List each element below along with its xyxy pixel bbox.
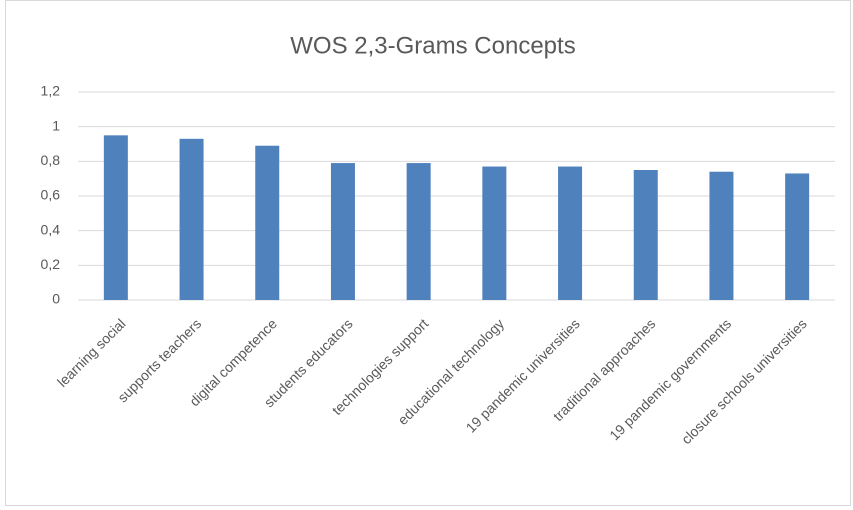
y-tick-label: 0,8 xyxy=(41,152,61,168)
bar xyxy=(179,138,204,300)
bar xyxy=(558,166,583,300)
chart-title: WOS 2,3-Grams Concepts xyxy=(290,32,575,59)
bar xyxy=(709,171,734,300)
bar xyxy=(785,173,810,300)
bar xyxy=(103,135,128,300)
y-tick-label: 0 xyxy=(52,291,60,307)
y-tick-label: 0,6 xyxy=(41,187,61,203)
bar xyxy=(330,163,355,300)
bar xyxy=(255,145,280,300)
bar xyxy=(633,170,658,300)
bar xyxy=(406,163,431,300)
bar xyxy=(482,166,507,300)
y-tick-label: 1,2 xyxy=(41,83,61,99)
y-tick-label: 0,2 xyxy=(41,256,61,272)
y-tick-label: 1 xyxy=(52,117,60,133)
y-tick-label: 0,4 xyxy=(41,221,61,237)
